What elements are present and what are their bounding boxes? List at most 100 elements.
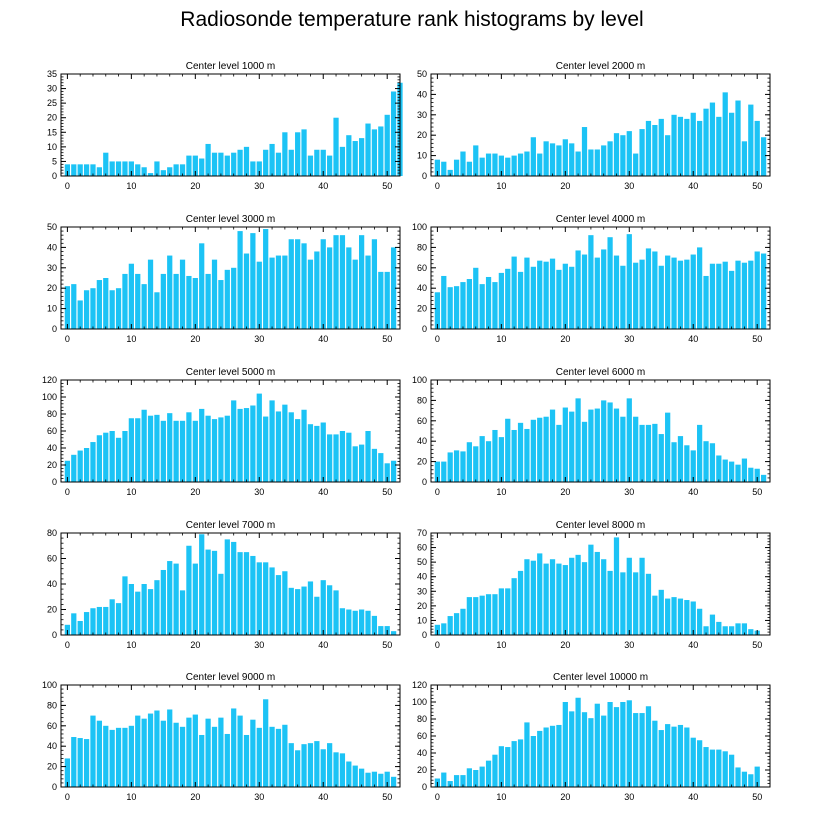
histogram-bar	[109, 431, 115, 482]
histogram-bar	[327, 155, 333, 176]
histogram-bar	[371, 771, 378, 787]
histogram-bar	[511, 741, 517, 787]
histogram-bar	[677, 116, 684, 176]
histogram-bar	[250, 555, 256, 635]
histogram-bar	[167, 561, 173, 635]
histogram-bar	[346, 609, 352, 635]
histogram-bar	[333, 434, 339, 482]
y-tick-label: 30	[417, 110, 427, 120]
histogram-bar	[607, 570, 613, 635]
histogram-bar	[543, 141, 549, 176]
histogram-bar	[537, 730, 543, 787]
histogram-bar	[741, 771, 748, 787]
x-tick-label: 50	[752, 334, 762, 344]
histogram-bar	[141, 284, 147, 329]
histogram-bar	[275, 575, 282, 635]
histogram-bar	[434, 461, 441, 482]
histogram-bar	[160, 420, 166, 482]
histogram-bar	[122, 161, 128, 176]
panel-title: Center level 6000 m	[556, 367, 646, 378]
histogram-bar	[359, 444, 365, 482]
histogram-bar	[466, 442, 472, 482]
y-tick-label: 0	[52, 477, 57, 487]
histogram-bar	[346, 135, 352, 176]
x-tick-label: 10	[126, 181, 136, 191]
x-tick-label: 20	[560, 334, 570, 344]
histogram-bar	[346, 432, 352, 482]
histogram-bar	[524, 559, 530, 635]
histogram-bar	[167, 255, 173, 329]
y-tick-label: 40	[417, 283, 427, 293]
histogram-bar	[173, 420, 179, 482]
histogram-bar	[703, 108, 709, 176]
histogram-bar	[562, 702, 568, 787]
histogram-bar	[447, 287, 453, 329]
histogram-bar	[434, 624, 441, 635]
histogram-bar	[588, 149, 594, 176]
histogram-bar	[179, 164, 186, 176]
histogram-bar	[359, 235, 365, 329]
histogram-bar	[77, 620, 83, 635]
x-tick-label: 30	[624, 792, 634, 802]
histogram-bar	[359, 768, 365, 787]
histogram-bar	[677, 598, 684, 635]
histogram-bar	[460, 151, 466, 176]
y-tick-label: 50	[417, 69, 427, 79]
histogram-bar	[237, 408, 243, 482]
histogram-bar	[160, 569, 166, 635]
histogram-bar	[160, 720, 166, 787]
histogram-bar	[263, 699, 269, 787]
y-tick-label: 40	[47, 443, 57, 453]
histogram-bar	[301, 586, 307, 635]
histogram-bar	[192, 278, 198, 329]
histogram-bar	[186, 412, 192, 482]
histogram-bar	[205, 549, 211, 635]
histogram-bar	[256, 161, 262, 176]
histogram-bar	[211, 550, 218, 635]
histogram-bar	[390, 460, 397, 482]
histogram-bar	[697, 608, 703, 635]
histogram-bar	[569, 411, 575, 482]
plot-frame	[430, 532, 771, 636]
x-tick-label: 20	[560, 181, 570, 191]
histogram-bar	[594, 257, 600, 329]
histogram-bar	[199, 158, 205, 176]
plot-frame	[60, 73, 401, 177]
histogram-bar	[192, 714, 198, 787]
histogram-bar	[690, 737, 696, 787]
histogram-bar	[307, 155, 314, 176]
histogram-bar	[154, 710, 160, 787]
histogram-bar	[103, 432, 109, 482]
histogram-bar	[460, 775, 466, 787]
histogram-bar	[333, 590, 339, 636]
y-tick-label: 120	[412, 680, 427, 690]
histogram-bar	[282, 571, 288, 635]
histogram-bar	[473, 446, 479, 482]
histogram-bar	[601, 715, 607, 787]
histogram-bar	[237, 552, 243, 636]
histogram-bar	[269, 400, 275, 482]
histogram-bar	[352, 259, 358, 329]
histogram-bar	[562, 263, 568, 329]
histogram-bar	[639, 259, 645, 329]
histogram-bar	[282, 255, 288, 329]
y-tick-label: 80	[417, 714, 427, 724]
histogram-bar	[211, 259, 218, 329]
y-tick-label: 20	[47, 605, 57, 615]
histogram-bar	[205, 415, 211, 482]
x-tick-label: 10	[496, 181, 506, 191]
y-tick-label: 0	[422, 171, 427, 181]
histogram-bar	[652, 595, 658, 635]
histogram-bar	[77, 450, 83, 482]
histogram-bar	[575, 398, 581, 482]
histogram-bar	[729, 461, 735, 482]
histogram-bar	[716, 263, 722, 329]
y-tick-label: 10	[417, 151, 427, 161]
histogram-bar	[581, 254, 588, 329]
histogram-bar	[352, 610, 358, 635]
histogram-bar	[556, 563, 562, 635]
histogram-bar	[434, 159, 441, 176]
histogram-bar	[492, 754, 498, 787]
histogram-bar	[492, 429, 498, 482]
